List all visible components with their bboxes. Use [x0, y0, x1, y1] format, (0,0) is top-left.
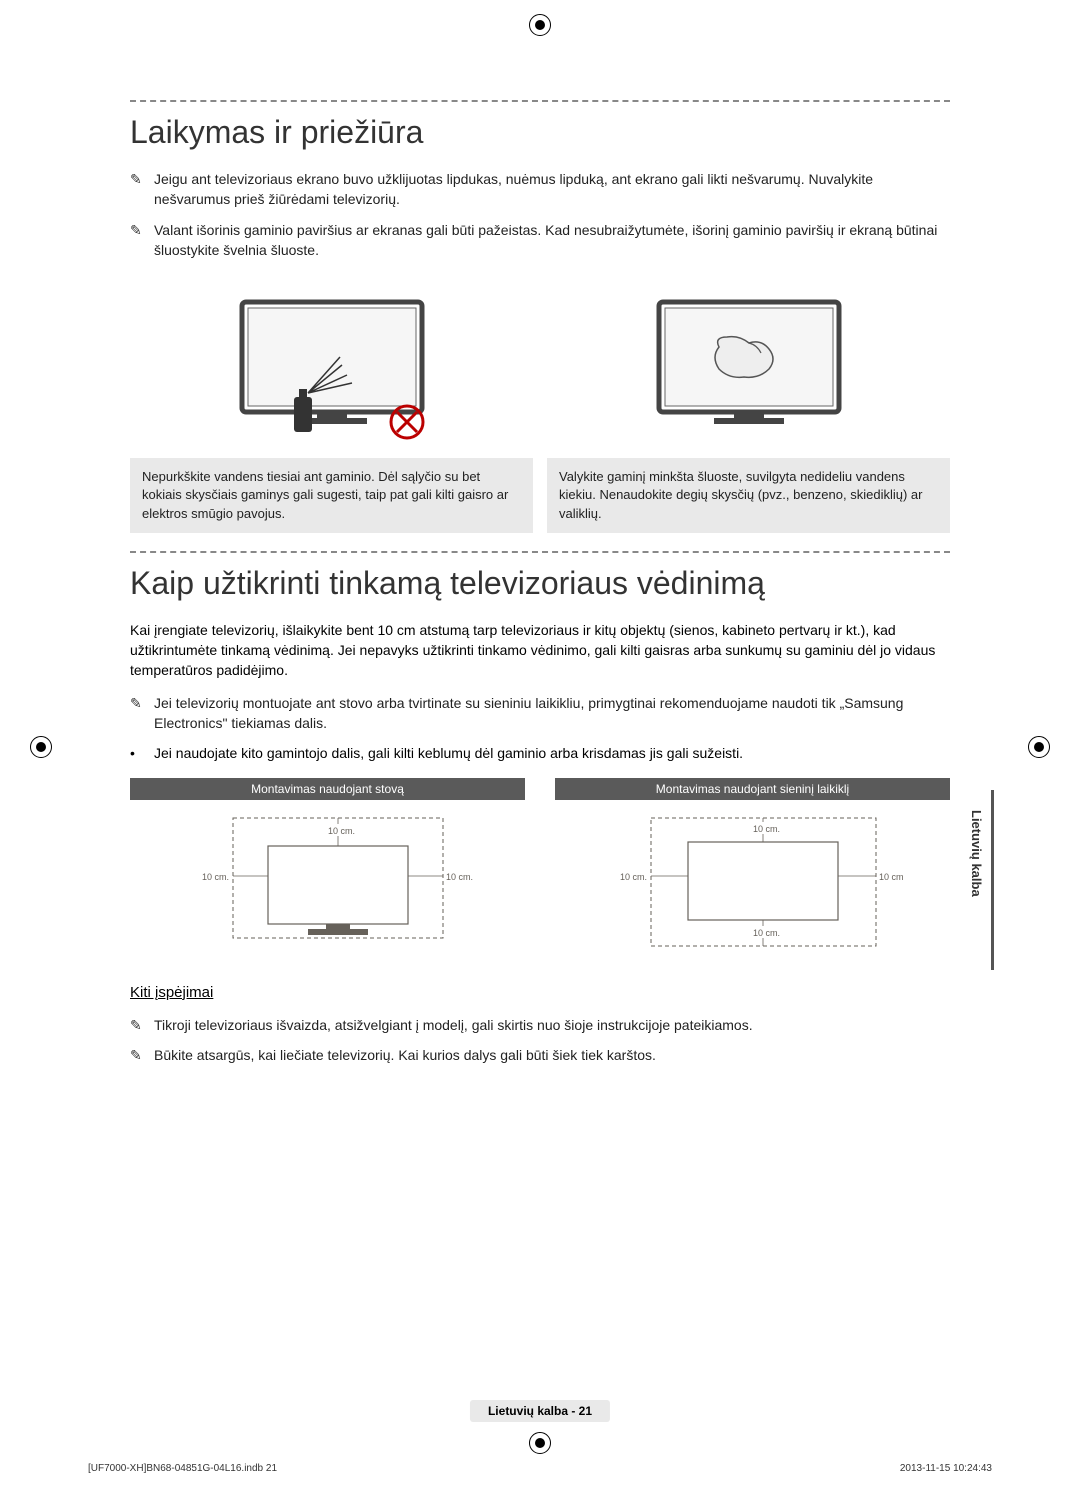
- note-item: ✎ Jeigu ant televizoriaus ekrano buvo už…: [130, 169, 950, 210]
- registration-mark-left: [30, 736, 52, 758]
- svg-text:10 cm.: 10 cm.: [328, 826, 355, 836]
- spray-illustration: [130, 282, 533, 452]
- note-text: Jei televizorių montuojate ant stovo arb…: [154, 693, 950, 734]
- bullet-text: Jei naudojate kito gamintojo dalis, gali…: [154, 743, 743, 763]
- registration-mark-right: [1028, 736, 1050, 758]
- section-separator: [130, 551, 950, 553]
- page-footer: Lietuvių kalba - 21: [470, 1400, 610, 1422]
- note-icon: ✎: [130, 1015, 148, 1035]
- other-warnings-heading: Kiti įspėjimai: [130, 984, 950, 1001]
- note-item: ✎ Valant išorinis gaminio paviršius ar e…: [130, 220, 950, 261]
- svg-text:10 cm.: 10 cm.: [620, 872, 647, 882]
- warning-item: ✎ Būkite atsargūs, kai liečiate televizo…: [130, 1045, 950, 1065]
- warning-item: ✎ Tikroji televizoriaus išvaizda, atsižv…: [130, 1015, 950, 1035]
- note-icon: ✎: [130, 693, 148, 734]
- note-text: Jeigu ant televizoriaus ekrano buvo užkl…: [154, 169, 950, 210]
- wall-mount-diagram: Montavimas naudojant sieninį laikiklį 10…: [555, 778, 950, 956]
- wall-mount-header: Montavimas naudojant sieninį laikiklį: [555, 778, 950, 800]
- note-text: Valant išorinis gaminio paviršius ar ekr…: [154, 220, 950, 261]
- svg-text:10 cm.: 10 cm.: [753, 928, 780, 938]
- print-meta-left: [UF7000-XH]BN68-04851G-04L16.indb 21: [88, 1463, 277, 1474]
- note-icon: ✎: [130, 220, 148, 261]
- note-item: ✎ Jei televizorių montuojate ant stovo a…: [130, 693, 950, 734]
- caption-left: Nepurkškite vandens tiesiai ant gaminio.…: [130, 458, 533, 533]
- care-illustrations: Nepurkškite vandens tiesiai ant gaminio.…: [130, 282, 950, 533]
- caption-right: Valykite gaminį minkšta šluoste, suvilgy…: [547, 458, 950, 533]
- section-title-storage: Laikymas ir priežiūra: [130, 114, 950, 151]
- stand-mount-header: Montavimas naudojant stovą: [130, 778, 525, 800]
- stand-mount-diagram: Montavimas naudojant stovą 10 cm. 10 cm.…: [130, 778, 525, 956]
- storage-notes: ✎ Jeigu ant televizoriaus ekrano buvo už…: [130, 169, 950, 260]
- illustration-left: Nepurkškite vandens tiesiai ant gaminio.…: [130, 282, 533, 533]
- warning-text: Būkite atsargūs, kai liečiate televizori…: [154, 1045, 656, 1065]
- svg-text:10 cm.: 10 cm.: [202, 872, 229, 882]
- note-icon: ✎: [130, 1045, 148, 1065]
- svg-text:10 cm.: 10 cm.: [879, 872, 903, 882]
- warning-text: Tikroji televizoriaus išvaizda, atsižvel…: [154, 1015, 753, 1035]
- registration-mark-bottom: [529, 1432, 551, 1454]
- note-icon: ✎: [130, 169, 148, 210]
- ventilation-intro: Kai įrengiate televizorių, išlaikykite b…: [130, 620, 950, 681]
- side-tab-label: Lietuvių kalba: [969, 810, 984, 897]
- svg-text:10 cm.: 10 cm.: [446, 872, 473, 882]
- section-separator: [130, 100, 950, 102]
- illustration-right: Valykite gaminį minkšta šluoste, suvilgy…: [547, 282, 950, 533]
- print-meta-right: 2013-11-15 10:24:43: [900, 1463, 992, 1474]
- cloth-illustration: [547, 282, 950, 452]
- registration-mark-top: [529, 14, 551, 36]
- svg-text:10 cm.: 10 cm.: [753, 824, 780, 834]
- bullet-icon: •: [130, 743, 148, 763]
- section-title-ventilation: Kaip užtikrinti tinkamą televizoriaus vė…: [130, 565, 950, 602]
- language-side-tab: Lietuvių kalba: [969, 810, 984, 960]
- bullet-item: • Jei naudojate kito gamintojo dalis, ga…: [130, 743, 950, 763]
- mount-diagrams: Montavimas naudojant stovą 10 cm. 10 cm.…: [130, 778, 950, 956]
